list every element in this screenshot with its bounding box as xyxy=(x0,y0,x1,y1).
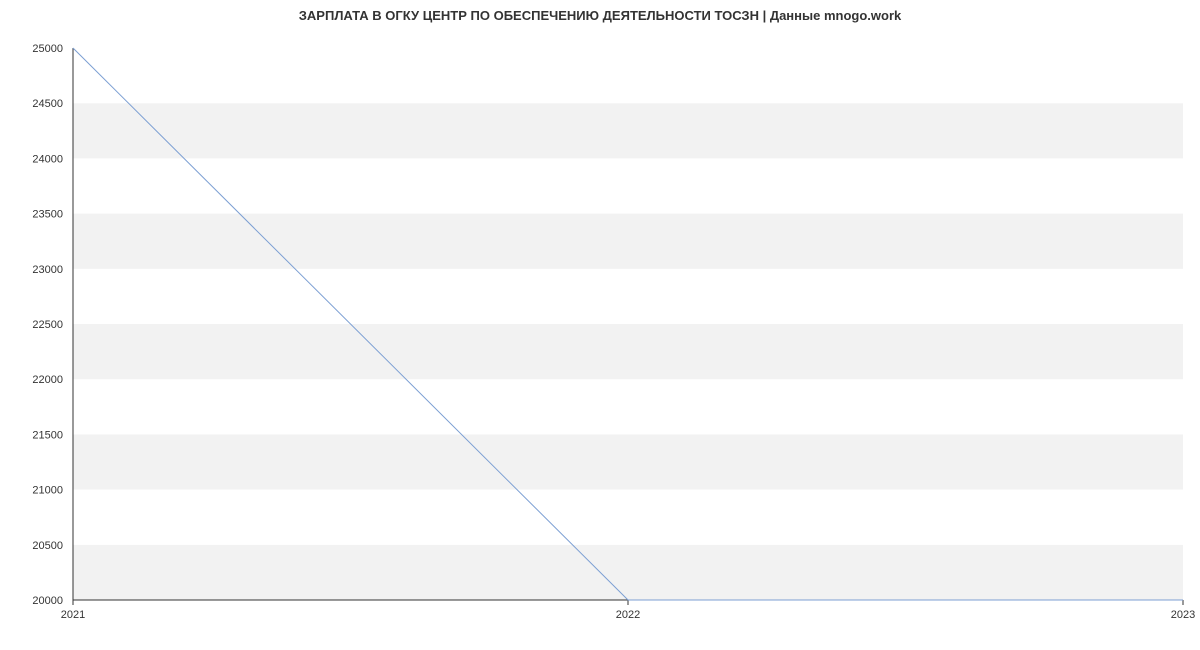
y-tick-label: 25000 xyxy=(32,43,63,55)
chart-svg: 20000 20500 21000 21500 22000 22500 23000 23500… xyxy=(0,30,1200,650)
y-tick-label: 21000 xyxy=(32,485,63,497)
y-tick-label: 23000 xyxy=(32,264,63,276)
y-tick-label: 22500 xyxy=(32,319,63,331)
y-tick-label: 24000 xyxy=(32,153,63,165)
y-tick-label: 21500 xyxy=(32,429,63,441)
y-tick-label: 20000 xyxy=(32,595,63,607)
x-tick-label: 2022 xyxy=(616,609,640,621)
y-tick-label: 24500 xyxy=(32,98,63,110)
y-tick-label: 20500 xyxy=(32,540,63,552)
chart-title: ЗАРПЛАТА В ОГКУ ЦЕНТР ПО ОБЕСПЕЧЕНИЮ ДЕЯ… xyxy=(0,8,1200,23)
y-tick-label: 23500 xyxy=(32,209,63,221)
salary-line-chart: 20000 20500 21000 21500 22000 22500 23000 23500… xyxy=(0,30,1200,650)
x-tick-label: 2023 xyxy=(1171,609,1195,621)
x-tick-label: 2021 xyxy=(61,609,85,621)
y-tick-label: 22000 xyxy=(32,374,63,386)
